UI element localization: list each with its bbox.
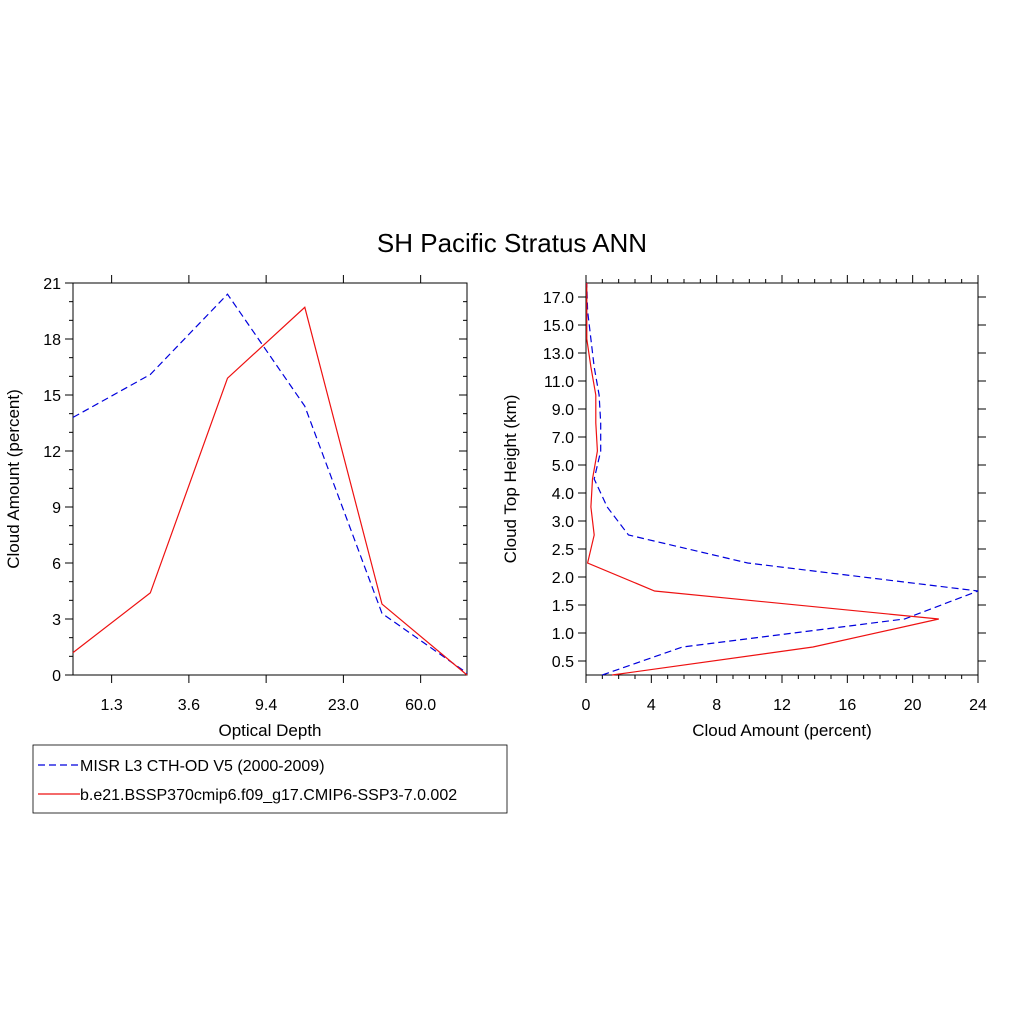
right-y-tick-label: 17.0 [543,290,574,307]
right-y-tick-label: 5.0 [552,458,574,475]
right-x-tick-label: 24 [969,697,987,714]
right-ticks: 0.5 1.0 1.5 2.0 2.5 3.0 4.0 5.0 7.0 9.0 11.0 13.0 15… [543,275,987,714]
right-y-tick-label: 4.0 [552,486,574,503]
left-y-tick-label: 18 [43,332,61,349]
left-y-tick-label: 15 [43,388,61,405]
right-x-tick-label: 12 [773,697,791,714]
left-y-tick-label: 6 [52,556,61,573]
left-series [72,293,468,676]
left-y-tick-label: 12 [43,444,61,461]
right-series-model-line [586,283,939,676]
left-series-model-line [72,306,468,676]
right-x-tick-label: 16 [838,697,856,714]
left-x-tick-label: 3.6 [178,697,200,714]
right-y-tick-label: 0.5 [552,654,574,671]
left-y-axis-label: Cloud Amount (percent) [4,389,23,569]
right-x-axis-label: Cloud Amount (percent) [692,721,872,740]
left-plot-frame [72,282,468,676]
right-chart: 0.5 1.0 1.5 2.0 2.5 3.0 4.0 5.0 7.0 9.0 11.0 13.0 15… [501,275,987,740]
figure-title: SH Pacific Stratus ANN [377,228,647,258]
right-x-tick-label: 0 [582,697,591,714]
left-y-tick-label: 3 [52,612,61,629]
left-y-tick-label: 0 [52,668,61,685]
legend-box [32,744,508,814]
right-y-tick-label: 3.0 [552,514,574,531]
left-y-tick-label: 21 [43,276,61,293]
right-y-tick-label: 2.5 [552,542,574,559]
left-ticks: 0 3 6 9 12 15 18 21 1.3 3.6 9.4 23.0 60.0 [43,275,467,714]
legend-label-model: b.e21.BSSP370cmip6.f09_g17.CMIP6-SSP3-7.… [80,787,457,804]
right-x-tick-label: 4 [647,697,656,714]
right-y-tick-label: 1.5 [552,598,574,615]
left-x-tick-label: 60.0 [405,697,436,714]
right-x-tick-label: 8 [712,697,721,714]
left-y-tick-label: 9 [52,500,61,517]
left-x-tick-label: 23.0 [328,697,359,714]
left-series-obs-line [72,293,468,674]
right-y-axis-label: Cloud Top Height (km) [501,395,520,564]
left-x-tick-label: 9.4 [255,697,277,714]
right-y-tick-label: 11.0 [544,374,574,391]
left-x-tick-label: 1.3 [101,697,123,714]
legend: MISR L3 CTH-OD V5 (2000-2009) b.e21.BSSP… [32,744,508,814]
right-y-tick-label: 13.0 [543,346,574,363]
right-y-tick-label: 2.0 [552,570,574,587]
right-y-tick-label: 15.0 [543,318,574,335]
left-chart: 0 3 6 9 12 15 18 21 1.3 3.6 9.4 23.0 60.0 Optical De… [4,275,468,740]
left-x-axis-label: Optical Depth [219,721,322,740]
right-plot-frame [585,282,979,676]
right-y-tick-label: 1.0 [552,626,574,643]
right-series [586,282,979,676]
right-y-tick-label: 9.0 [552,402,574,419]
right-series-obs-line [586,282,979,676]
legend-label-obs: MISR L3 CTH-OD V5 (2000-2009) [80,758,325,775]
right-x-tick-label: 20 [904,697,922,714]
right-y-tick-label: 7.0 [552,430,574,447]
